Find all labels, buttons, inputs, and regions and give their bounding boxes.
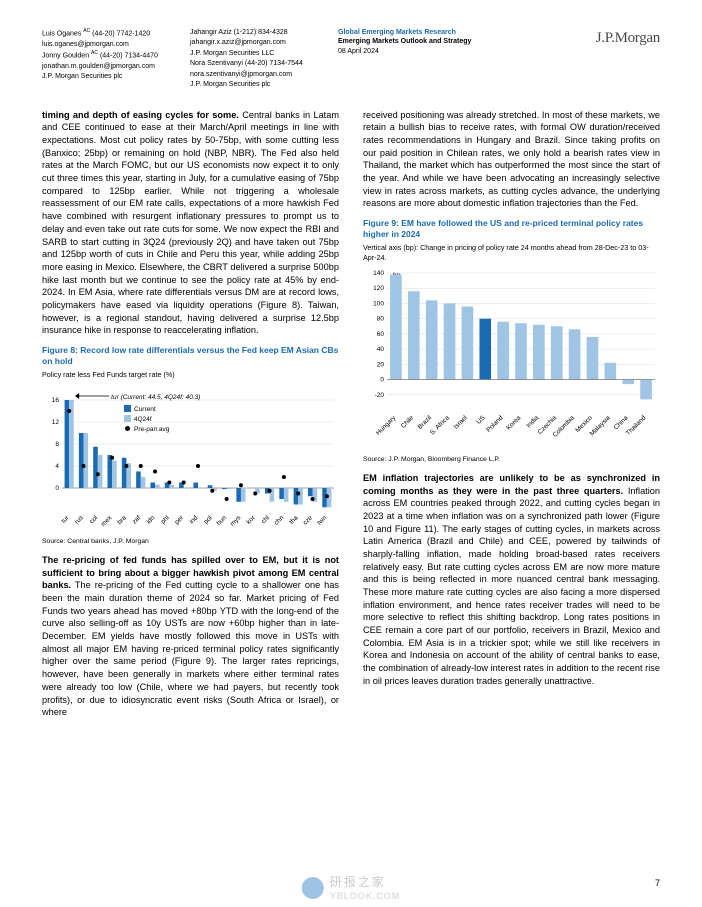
svg-text:idn: idn: [145, 514, 156, 525]
svg-text:India: India: [525, 414, 540, 429]
svg-text:rus: rus: [74, 514, 86, 526]
para-right-1: received positioning was already stretch…: [363, 109, 660, 211]
para-right-2: EM inflation trajectories are unlikely t…: [363, 472, 660, 688]
fig9-source: Source: J.P. Morgan, Bloomberg Finance L…: [363, 455, 660, 464]
svg-text:Current: Current: [134, 406, 156, 413]
svg-text:Israel: Israel: [453, 414, 470, 431]
contact-1: Luis Oganes AC (44-20) 7742-1420 luis.og…: [42, 28, 172, 91]
svg-text:kor: kor: [245, 514, 257, 526]
svg-text:cze: cze: [302, 514, 314, 526]
left-column: timing and depth of easing cycles for so…: [42, 109, 339, 726]
header: Luis Oganes AC (44-20) 7742-1420 luis.og…: [42, 28, 660, 91]
svg-text:-20: -20: [375, 391, 385, 398]
para-left-2: The re-pricing of fed funds has spilled …: [42, 554, 339, 719]
svg-text:60: 60: [377, 331, 385, 338]
svg-text:chn: chn: [273, 514, 286, 527]
svg-text:140: 140: [373, 270, 384, 277]
svg-text:40: 40: [377, 346, 385, 353]
svg-text:Chile: Chile: [400, 414, 416, 430]
fig9-subtitle: Vertical axis (bp): Change in pricing of…: [363, 243, 660, 262]
svg-text:S. Africa: S. Africa: [429, 414, 451, 436]
svg-text:20: 20: [377, 361, 385, 368]
svg-text:100: 100: [373, 300, 384, 307]
svg-text:16: 16: [52, 397, 60, 404]
svg-text:120: 120: [373, 285, 384, 292]
contact-2: Jahangir Aziz (1-212) 834-4328 jahangir.…: [190, 28, 320, 91]
watermark-sub: YBLOOK.COM: [330, 890, 401, 902]
jpmorgan-logo: J.P.Morgan: [511, 28, 660, 91]
svg-text:US: US: [475, 414, 487, 426]
svg-text:Hungary: Hungary: [375, 414, 398, 437]
svg-text:phl: phl: [160, 514, 171, 525]
doc-date: 08 April 2024: [338, 47, 493, 56]
svg-text:pol: pol: [203, 514, 214, 525]
svg-text:per: per: [173, 514, 185, 526]
fig8-chart: 0 4 8 12 16 turruscolmexbrazafidnphlperindpol…: [42, 384, 339, 534]
doc-category: Global Emerging Markets Research: [338, 28, 493, 37]
svg-text:Korea: Korea: [505, 414, 522, 431]
svg-text:0: 0: [380, 376, 384, 383]
svg-text:8: 8: [55, 441, 59, 448]
watermark: 研报之家 YBLOOK.COM: [302, 874, 401, 902]
svg-text:zaf: zaf: [131, 514, 142, 525]
svg-text:mys: mys: [229, 514, 243, 528]
svg-text:tur (Current: 44.5, 4Q24f: 40.: tur (Current: 44.5, 4Q24f: 40.3): [111, 394, 200, 401]
watermark-logo-icon: [302, 877, 324, 899]
svg-text:Thailand: Thailand: [625, 414, 648, 437]
svg-text:hun: hun: [215, 514, 228, 527]
fig8-title: Figure 8: Record low rate differentials …: [42, 345, 339, 367]
svg-text:tha: tha: [288, 514, 300, 526]
svg-text:tur: tur: [60, 514, 71, 525]
fig8-source: Source: Central banks, J.P. Morgan: [42, 537, 339, 546]
svg-text:ind: ind: [188, 514, 199, 525]
svg-text:twn: twn: [316, 514, 328, 526]
fig9-chart: -20020406080100120140bpHungaryChileBrazi…: [363, 267, 660, 452]
svg-text:4Q24f: 4Q24f: [134, 416, 152, 423]
fig9-title: Figure 9: EM have followed the US and re…: [363, 218, 660, 240]
svg-text:mex: mex: [100, 514, 114, 528]
fig8-subtitle: Policy rate less Fed Funds target rate (…: [42, 370, 339, 380]
para-left-1: timing and depth of easing cycles for so…: [42, 109, 339, 337]
watermark-text: 研报之家: [330, 874, 401, 890]
svg-text:12: 12: [52, 419, 60, 426]
right-column: received positioning was already stretch…: [363, 109, 660, 726]
svg-text:4: 4: [55, 463, 59, 470]
svg-text:0: 0: [55, 485, 59, 492]
doc-title: Emerging Markets Outlook and Strategy: [338, 37, 493, 46]
svg-text:bra: bra: [116, 514, 128, 526]
svg-text:col: col: [88, 514, 99, 525]
svg-text:Poland: Poland: [485, 414, 505, 434]
svg-text:chl: chl: [260, 514, 271, 525]
page-number: 7: [655, 877, 660, 889]
svg-text:Pre-pan avg: Pre-pan avg: [134, 426, 170, 433]
svg-text:80: 80: [377, 315, 385, 322]
doc-title-block: Global Emerging Markets Research Emergin…: [338, 28, 493, 91]
